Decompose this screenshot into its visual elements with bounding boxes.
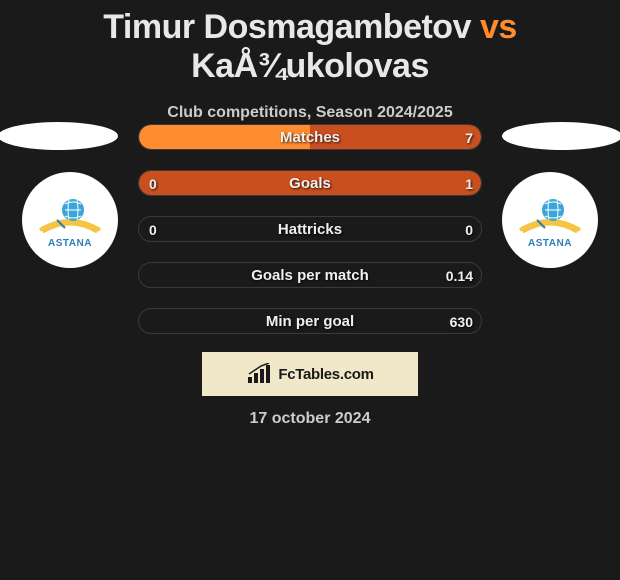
stat-label: Min per goal	[139, 309, 481, 334]
comparison-title: Timur Dosmagambetov vs KaÅ¾ukolovas	[0, 0, 620, 86]
stat-label: Goals per match	[139, 263, 481, 288]
date-text: 17 october 2024	[0, 410, 620, 428]
stat-bar: Goals per match0.14	[138, 262, 482, 288]
stat-value-right: 0	[465, 217, 473, 242]
source-brand: FcTables.com	[202, 352, 418, 396]
stat-bar: Goals0 1	[138, 170, 482, 196]
stat-bar: Min per goal630	[138, 308, 482, 334]
brand-text: FcTables.com	[278, 366, 373, 383]
stat-bar: Matches7	[138, 124, 482, 150]
stat-value-left: 0	[149, 217, 157, 242]
astana-logo-icon	[35, 192, 105, 242]
player2-name: KaÅ¾ukolovas	[191, 47, 429, 85]
stat-value-right: 0.14	[446, 263, 473, 288]
stat-bar: Hattricks0 0	[138, 216, 482, 242]
badge-text-right: ASTANA	[528, 238, 572, 249]
stat-label: Hattricks	[139, 217, 481, 242]
player1-name: Timur Dosmagambetov	[103, 8, 471, 46]
club-badge-right: ASTANA	[502, 172, 598, 268]
decor-ellipse-right	[502, 122, 620, 150]
bars-chart-icon	[246, 363, 274, 385]
stat-label: Matches	[139, 125, 481, 150]
stat-value-left: 0	[149, 171, 157, 196]
stat-value-right: 630	[450, 309, 473, 334]
stat-value-right: 1	[465, 171, 473, 196]
stat-value-right: 7	[465, 125, 473, 150]
club-badge-left: ASTANA	[22, 172, 118, 268]
badge-text-left: ASTANA	[48, 238, 92, 249]
vs-text: vs	[480, 8, 517, 46]
subtitle: Club competitions, Season 2024/2025	[0, 104, 620, 122]
stats-bars: Matches7Goals01Hattricks00Goals per matc…	[138, 124, 482, 354]
stat-label: Goals	[139, 171, 481, 196]
decor-ellipse-left	[0, 122, 118, 150]
astana-logo-icon	[515, 192, 585, 242]
